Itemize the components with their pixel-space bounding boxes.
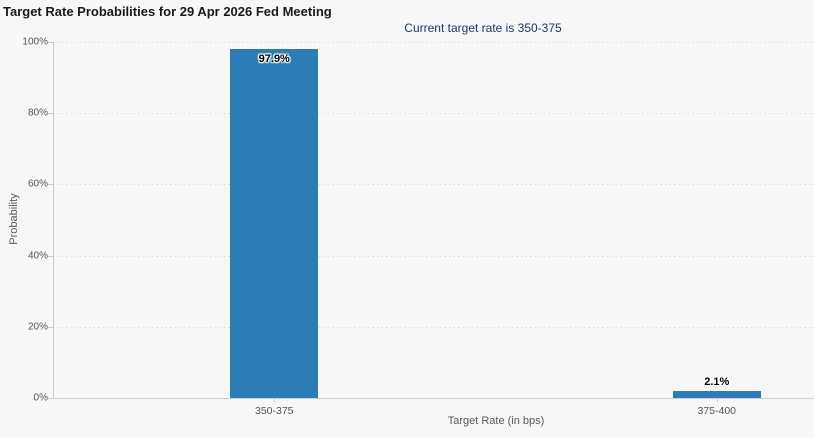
x-tick-label: 350-375 (254, 405, 294, 417)
probability-bar[interactable] (672, 390, 761, 398)
chart-title: Target Rate Probabilities for 29 Apr 202… (3, 4, 332, 19)
y-gridline (53, 255, 814, 257)
probability-bar[interactable] (230, 49, 319, 398)
y-gridline (53, 113, 814, 115)
y-tick-label: 0% (33, 392, 48, 404)
x-tick-mark (274, 398, 276, 402)
bar-value-label: 2.1% (704, 375, 730, 388)
y-axis-line (53, 42, 54, 398)
y-tick-mark (48, 398, 53, 399)
x-axis-line (53, 398, 814, 399)
y-gridline (53, 184, 814, 186)
x-axis-title: Target Rate (in bps) (447, 415, 545, 427)
y-tick-mark (48, 326, 53, 328)
chart-subtitle: Current target rate is 350-375 (404, 21, 562, 35)
x-tick-mark (716, 398, 718, 402)
y-tick-mark (48, 42, 53, 43)
y-tick-label: 60% (27, 178, 48, 190)
x-tick-label: 375-400 (697, 405, 737, 417)
y-tick-mark (48, 113, 53, 115)
y-tick-label: 100% (22, 36, 48, 48)
y-tick-label: 40% (27, 250, 48, 262)
y-tick-label: 20% (27, 321, 48, 333)
y-tick-mark (48, 255, 53, 257)
bar-value-label: 97.9% (258, 53, 290, 66)
y-gridline (53, 326, 814, 328)
y-gridline (53, 42, 814, 43)
y-tick-mark (48, 184, 53, 186)
y-tick-label: 80% (27, 107, 48, 119)
